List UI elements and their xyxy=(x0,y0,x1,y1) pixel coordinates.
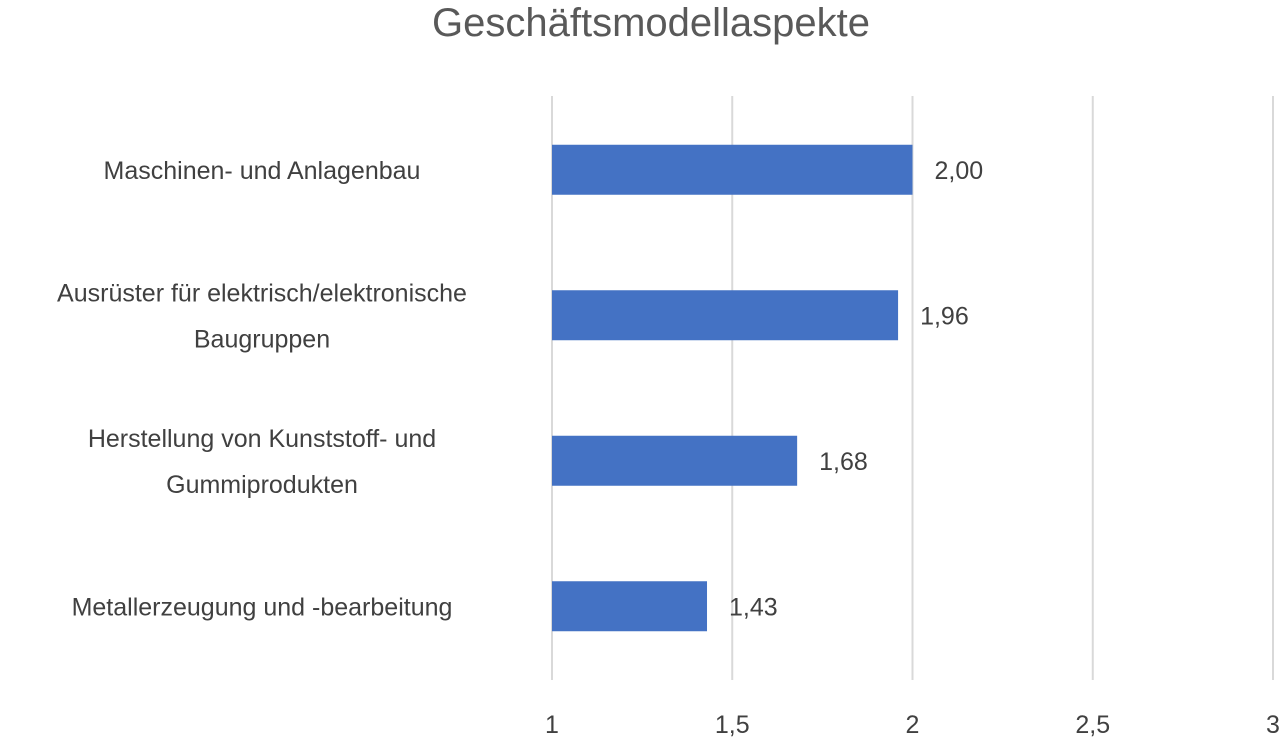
x-axis-tick-labels: 1 1,5 2 2,5 3 xyxy=(545,711,1280,739)
category-label: Maschinen- und Anlagenbau xyxy=(104,157,421,185)
category-label-line: Baugruppen xyxy=(194,325,330,353)
category-label: Herstellung von Kunststoff- und Gummiprod… xyxy=(88,425,436,499)
category-label-line: Gummiprodukten xyxy=(166,471,358,499)
data-label: 1,43 xyxy=(729,593,778,621)
bar xyxy=(552,144,913,195)
bar xyxy=(552,290,899,341)
category-labels: Maschinen- und Anlagenbau Ausrüster für e… xyxy=(57,157,467,622)
data-labels: 2,00 1,96 1,68 1,43 xyxy=(729,157,983,622)
bar xyxy=(552,435,798,486)
category-label-line: Herstellung von Kunststoff- und xyxy=(88,425,436,453)
data-label: 2,00 xyxy=(935,157,984,185)
x-tick-label: 2,5 xyxy=(1075,711,1110,739)
x-tick-label: 1 xyxy=(545,711,559,739)
category-label: Metallerzeugung und -bearbeitung xyxy=(72,593,453,621)
bars xyxy=(552,144,913,632)
category-label: Ausrüster für elektrisch/elektronische Ba… xyxy=(57,279,467,353)
x-tick-label: 2 xyxy=(906,711,920,739)
x-tick-label: 1,5 xyxy=(715,711,750,739)
chart-title: Geschäftsmodellaspekte xyxy=(432,1,870,45)
category-label-line: Maschinen- und Anlagenbau xyxy=(104,157,421,185)
category-label-line: Ausrüster für elektrisch/elektronische xyxy=(57,279,467,307)
x-tick-label: 3 xyxy=(1266,711,1280,739)
category-label-line: Metallerzeugung und -bearbeitung xyxy=(72,593,453,621)
bar xyxy=(552,581,708,632)
data-label: 1,96 xyxy=(920,302,969,330)
data-label: 1,68 xyxy=(819,448,868,476)
